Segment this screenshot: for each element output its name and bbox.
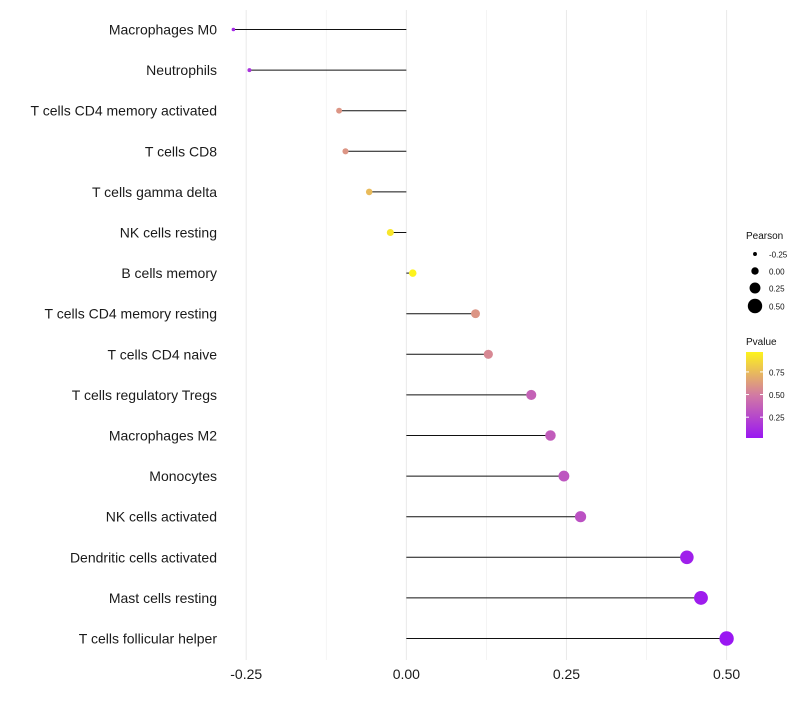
- legend-color-label: 0.25: [769, 414, 785, 423]
- y-axis-labels: Macrophages M0 Neutrophils T cells CD4 mem…: [31, 22, 218, 647]
- legend-size-key: [749, 282, 761, 294]
- legend-size-title: Pearson: [746, 231, 783, 242]
- y-tick-label: NK cells resting: [120, 225, 217, 241]
- y-tick-label: Monocytes: [149, 468, 217, 484]
- legend-size-label: 0.00: [769, 268, 785, 277]
- legend: Pearson Pvalue -0.25 0.00 0.25 0.50 0.75 0.50…: [746, 231, 788, 438]
- y-tick-label: B cells memory: [121, 265, 217, 281]
- x-tick-label: -0.25: [230, 666, 262, 682]
- data-point: [342, 148, 349, 155]
- y-tick-label: T cells gamma delta: [92, 184, 217, 200]
- data-point: [336, 107, 343, 114]
- legend-color-bar: [746, 352, 763, 438]
- x-axis-tick-labels: -0.25 0.00 0.25 0.50: [230, 666, 740, 682]
- data-point: [526, 389, 537, 400]
- legend-color-label: 0.50: [769, 391, 785, 400]
- data-point: [574, 511, 587, 523]
- y-tick-label: T cells regulatory Tregs: [72, 387, 217, 403]
- y-tick-label: T cells CD4 naive: [108, 346, 218, 362]
- legend-size-key: [747, 298, 763, 314]
- y-tick-label: Macrophages M2: [109, 428, 217, 444]
- legend-size-key: [751, 267, 759, 275]
- x-tick-label: 0.50: [713, 666, 740, 682]
- y-tick-label: Macrophages M0: [109, 22, 217, 38]
- legend-size-label: 0.50: [769, 303, 785, 312]
- y-tick-label: T cells CD4 memory resting: [45, 306, 217, 322]
- data-point: [231, 27, 236, 32]
- data-point: [408, 269, 417, 277]
- grid-layer: [245, 10, 728, 660]
- data-point: [545, 430, 556, 441]
- legend-size-label: -0.25: [769, 251, 788, 260]
- y-tick-label: Mast cells resting: [109, 590, 217, 606]
- x-tick-label: 0.00: [393, 666, 420, 682]
- y-tick-label: Dendritic cells activated: [70, 549, 217, 565]
- data-point: [386, 228, 394, 237]
- data-point: [483, 349, 493, 359]
- data-point: [719, 631, 734, 646]
- data-point: [471, 309, 480, 319]
- data-point: [558, 470, 570, 482]
- legend-color-title: Pvalue: [746, 337, 777, 348]
- data-point: [365, 188, 373, 196]
- stem-layer: [233, 29, 727, 639]
- data-point: [694, 590, 708, 605]
- legend-size-key: [753, 252, 757, 256]
- y-tick-label: T cells follicular helper: [79, 631, 218, 647]
- y-tick-label: T cells CD4 memory activated: [31, 103, 217, 119]
- legend-size-label: 0.25: [769, 285, 785, 294]
- y-tick-label: Neutrophils: [146, 62, 217, 78]
- x-tick-label: 0.25: [553, 666, 580, 682]
- legend-color-label: 0.75: [769, 368, 785, 377]
- dot-layer: [231, 27, 734, 646]
- y-tick-label: NK cells activated: [106, 509, 217, 525]
- data-point: [680, 550, 694, 565]
- y-tick-label: T cells CD8: [145, 143, 217, 159]
- data-point: [247, 68, 252, 73]
